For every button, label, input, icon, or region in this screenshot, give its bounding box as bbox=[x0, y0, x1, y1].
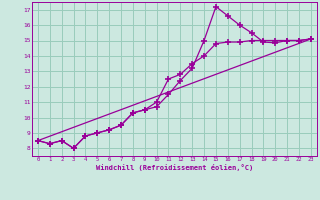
X-axis label: Windchill (Refroidissement éolien,°C): Windchill (Refroidissement éolien,°C) bbox=[96, 164, 253, 171]
